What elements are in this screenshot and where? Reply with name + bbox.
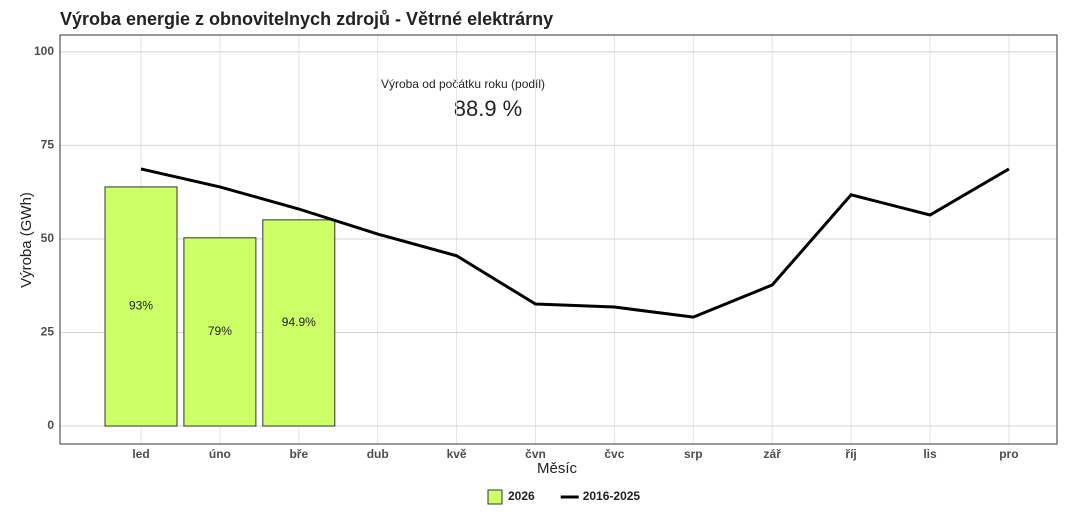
y-tick-label: 50: [41, 231, 55, 245]
legend-label: 2016-2025: [583, 489, 641, 503]
line: [140, 167, 1010, 319]
bar: [104, 186, 178, 427]
plot-border: [59, 34, 1058, 445]
annotation-text: Výroba od počátku roku (podíl): [381, 77, 545, 91]
bar: [262, 219, 336, 427]
x-tick-label: bře: [289, 447, 308, 461]
x-tick-label: říj: [845, 447, 856, 461]
x-tick-label: čvc: [604, 447, 624, 461]
x-tick-label: zář: [764, 447, 782, 461]
x-tick-label: pro: [999, 447, 1018, 461]
y-tick-label: 25: [41, 325, 55, 339]
x-axis-label: Měsíc: [537, 460, 578, 477]
annotation-value: 88.9 %: [454, 96, 523, 121]
bar: [183, 237, 257, 427]
legend-swatch: [487, 489, 503, 505]
x-tick-label: kvě: [447, 447, 467, 461]
bar-label: 93%: [129, 299, 153, 313]
legend-label: 2026: [508, 489, 535, 503]
x-tick-label: úno: [209, 447, 231, 461]
chart-title: Výroba energie z obnovitelnych zdrojů - …: [60, 9, 553, 29]
x-tick-label: lis: [923, 447, 937, 461]
y-tick-label: 75: [41, 138, 55, 152]
y-axis-label: Výroba (GWh): [18, 192, 35, 288]
x-tick-label: srp: [684, 447, 703, 461]
x-tick-label: dub: [367, 447, 389, 461]
y-tick-label: 100: [34, 44, 54, 58]
bar-label: 94.9%: [282, 315, 316, 329]
bar-label: 79%: [208, 324, 232, 338]
x-tick-label: led: [132, 447, 149, 461]
y-tick-label: 0: [47, 418, 54, 432]
x-tick-label: čvn: [525, 447, 546, 461]
